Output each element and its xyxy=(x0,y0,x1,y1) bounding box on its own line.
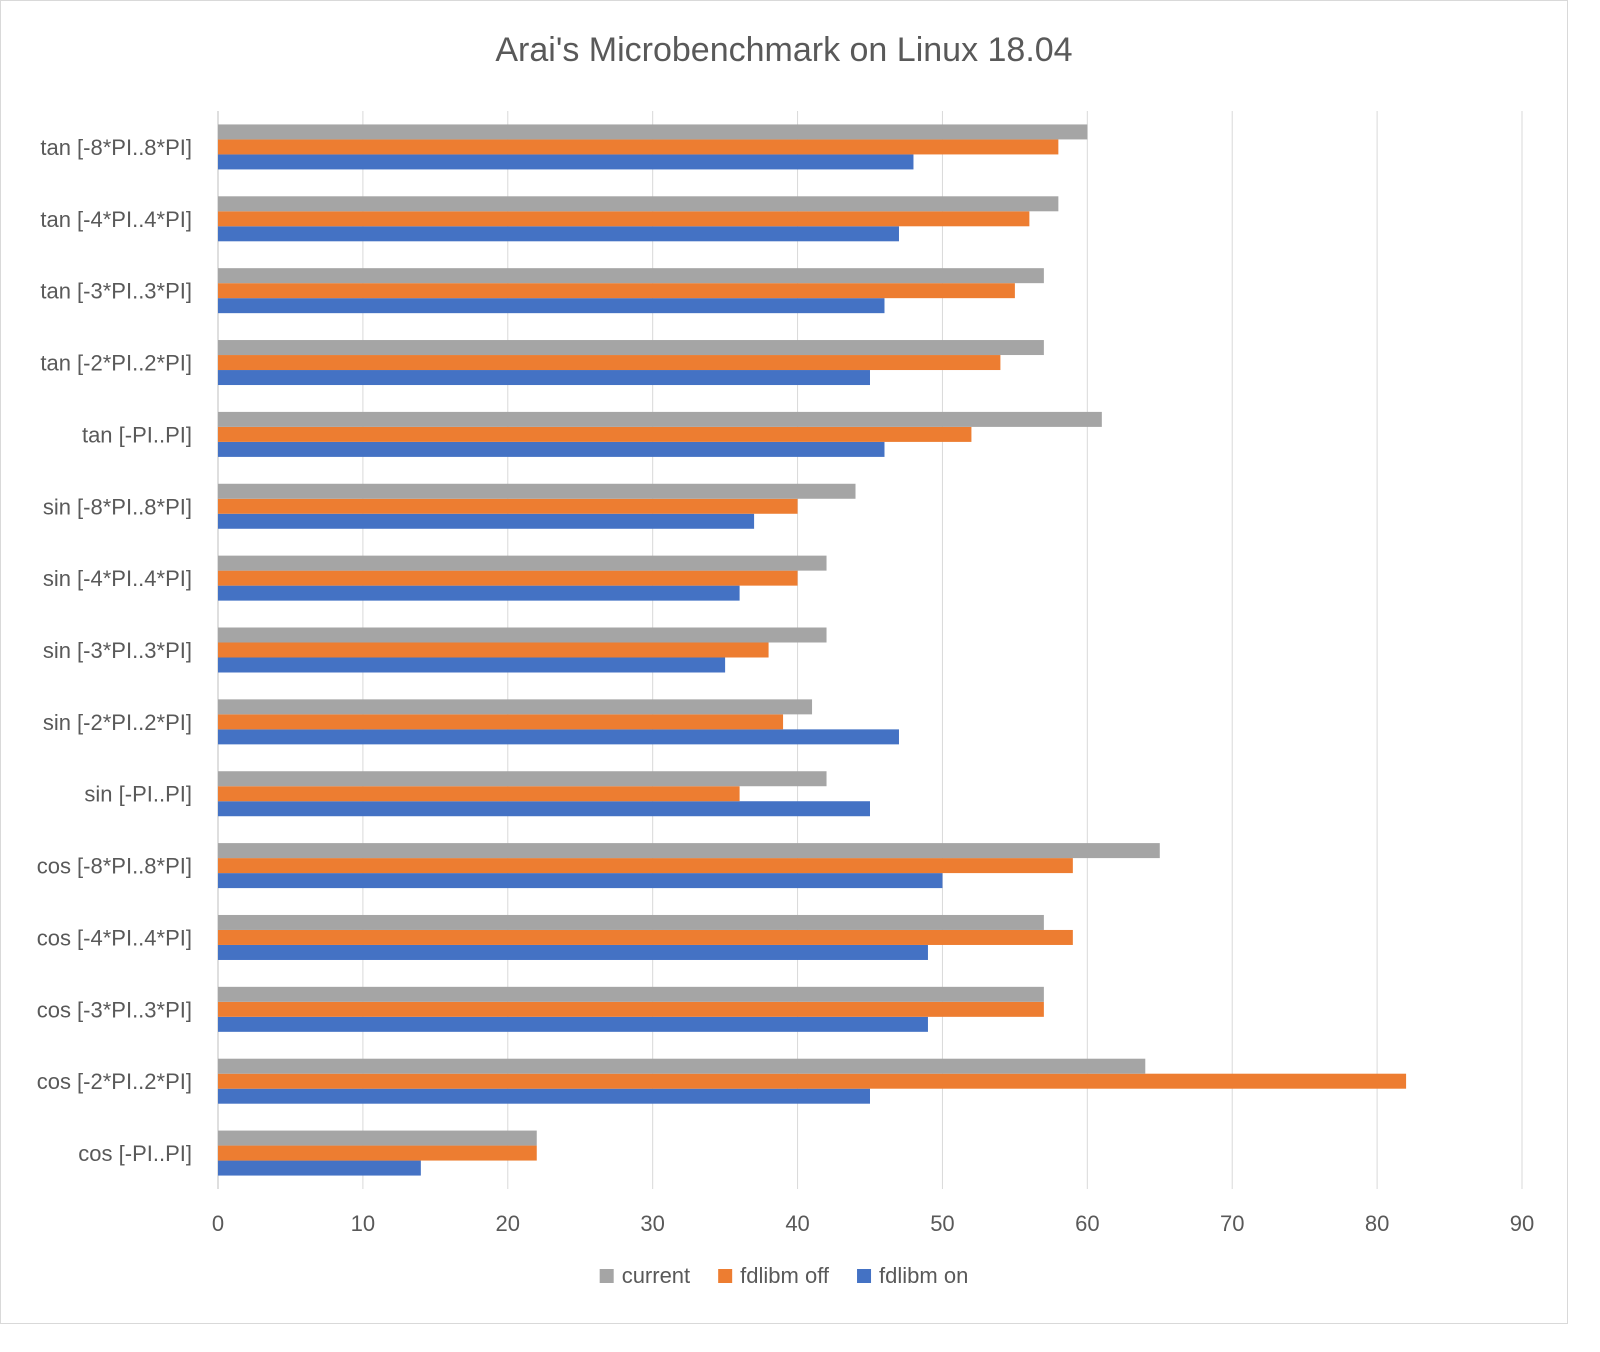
bar-fdlibm-on-cos-pi-pi xyxy=(218,1160,421,1176)
x-tick-label: 70 xyxy=(1220,1211,1244,1236)
chart-frame: Arai's Microbenchmark on Linux 18.04 cos… xyxy=(0,0,1568,1324)
bar-current-tan-pi-pi xyxy=(218,411,1102,427)
bar-fdlibm-off-cos-pi-pi xyxy=(218,1145,537,1161)
legend-label-fdlibm-off: fdlibm off xyxy=(740,1263,830,1288)
bar-fdlibm-off-cos-4-pi-4-pi xyxy=(218,929,1073,945)
bar-current-tan-8-pi-8-pi xyxy=(218,124,1088,140)
category-label: tan [-3*PI..3*PI] xyxy=(40,279,192,304)
legend-label-fdlibm-on: fdlibm on xyxy=(879,1263,968,1288)
bar-current-sin-3-pi-3-pi xyxy=(218,627,827,643)
legend-swatch-fdlibm-off xyxy=(718,1269,733,1283)
bar-fdlibm-off-tan-2-pi-2-pi xyxy=(218,355,1001,371)
x-tick-label: 80 xyxy=(1365,1211,1389,1236)
bar-current-tan-2-pi-2-pi xyxy=(218,340,1044,356)
bar-fdlibm-on-sin-4-pi-4-pi xyxy=(218,585,740,601)
category-labels: cos [-PI..PI] cos [-2*PI..2*PI] cos [-3*PI… xyxy=(37,135,192,1166)
x-tick-label: 0 xyxy=(212,1211,224,1236)
bar-fdlibm-off-cos-3-pi-3-pi xyxy=(218,1001,1044,1017)
bar-current-sin-pi-pi xyxy=(218,771,827,787)
x-tick-label: 90 xyxy=(1510,1211,1534,1236)
category-label: cos [-4*PI..4*PI] xyxy=(37,925,192,950)
x-tick-label: 60 xyxy=(1075,1211,1099,1236)
bar-fdlibm-off-tan-3-pi-3-pi xyxy=(218,283,1015,299)
bar-fdlibm-on-cos-4-pi-4-pi xyxy=(218,944,928,960)
bar-fdlibm-on-tan-pi-pi xyxy=(218,441,885,457)
bar-fdlibm-on-sin-3-pi-3-pi xyxy=(218,657,726,673)
bar-current-cos-4-pi-4-pi xyxy=(218,914,1044,930)
bars xyxy=(218,124,1407,1176)
category-label: sin [-3*PI..3*PI] xyxy=(43,638,192,663)
bar-fdlibm-off-tan-pi-pi xyxy=(218,426,972,442)
bar-fdlibm-on-tan-4-pi-4-pi xyxy=(218,226,899,242)
bar-fdlibm-off-tan-8-pi-8-pi xyxy=(218,139,1059,155)
bar-current-tan-3-pi-3-pi xyxy=(218,268,1044,284)
x-tick-label: 10 xyxy=(351,1211,375,1236)
x-tick-labels: 0 10 20 30 40 50 60 70 80 90 xyxy=(212,1211,1534,1236)
legend: current fdlibm off fdlibm on xyxy=(599,1263,968,1288)
bar-fdlibm-off-sin-4-pi-4-pi xyxy=(218,570,798,586)
bar-fdlibm-on-cos-3-pi-3-pi xyxy=(218,1016,928,1032)
bar-fdlibm-on-cos-8-pi-8-pi xyxy=(218,873,943,889)
bar-current-sin-2-pi-2-pi xyxy=(218,699,813,715)
category-label: sin [-4*PI..4*PI] xyxy=(43,566,192,591)
category-label: tan [-8*PI..8*PI] xyxy=(40,135,192,160)
bar-current-cos-3-pi-3-pi xyxy=(218,986,1044,1002)
category-label: sin [-2*PI..2*PI] xyxy=(43,710,192,735)
legend-swatch-fdlibm-on xyxy=(857,1269,872,1283)
legend-label-current: current xyxy=(622,1263,690,1288)
bar-current-sin-8-pi-8-pi xyxy=(218,483,856,499)
bar-current-cos-8-pi-8-pi xyxy=(218,843,1160,859)
category-label: cos [-2*PI..2*PI] xyxy=(37,1069,192,1094)
bar-fdlibm-on-sin-8-pi-8-pi xyxy=(218,513,755,529)
bar-fdlibm-on-tan-3-pi-3-pi xyxy=(218,298,885,314)
category-label: tan [-4*PI..4*PI] xyxy=(40,207,192,232)
bar-fdlibm-on-cos-2-pi-2-pi xyxy=(218,1088,870,1104)
category-label: cos [-PI..PI] xyxy=(78,1141,192,1166)
bar-fdlibm-off-sin-8-pi-8-pi xyxy=(218,498,798,514)
category-label: cos [-3*PI..3*PI] xyxy=(37,997,192,1022)
chart-title: Arai's Microbenchmark on Linux 18.04 xyxy=(495,31,1072,69)
category-label: sin [-8*PI..8*PI] xyxy=(43,494,192,519)
x-tick-label: 30 xyxy=(640,1211,664,1236)
category-label: sin [-PI..PI] xyxy=(84,782,192,807)
bar-fdlibm-on-tan-8-pi-8-pi xyxy=(218,154,914,170)
bar-chart: Arai's Microbenchmark on Linux 18.04 cos… xyxy=(37,31,1535,1288)
bar-fdlibm-off-sin-pi-pi xyxy=(218,786,740,802)
bar-fdlibm-off-sin-2-pi-2-pi xyxy=(218,714,784,730)
category-label: cos [-8*PI..8*PI] xyxy=(37,854,192,879)
category-label: tan [-PI..PI] xyxy=(82,422,192,447)
bar-fdlibm-off-tan-4-pi-4-pi xyxy=(218,211,1030,227)
bar-fdlibm-off-cos-8-pi-8-pi xyxy=(218,858,1073,874)
bar-fdlibm-off-cos-2-pi-2-pi xyxy=(218,1073,1407,1089)
bar-current-cos-pi-pi xyxy=(218,1130,537,1146)
bar-current-tan-4-pi-4-pi xyxy=(218,196,1059,212)
bar-current-sin-4-pi-4-pi xyxy=(218,555,827,571)
category-label: tan [-2*PI..2*PI] xyxy=(40,351,192,376)
x-tick-label: 40 xyxy=(785,1211,809,1236)
bar-current-cos-2-pi-2-pi xyxy=(218,1058,1146,1074)
x-tick-label: 50 xyxy=(930,1211,954,1236)
x-tick-label: 20 xyxy=(496,1211,520,1236)
bar-fdlibm-on-sin-2-pi-2-pi xyxy=(218,729,899,745)
bar-fdlibm-off-sin-3-pi-3-pi xyxy=(218,642,769,658)
bar-fdlibm-on-sin-pi-pi xyxy=(218,801,870,817)
bar-fdlibm-on-tan-2-pi-2-pi xyxy=(218,370,870,386)
legend-swatch-current xyxy=(599,1269,614,1283)
